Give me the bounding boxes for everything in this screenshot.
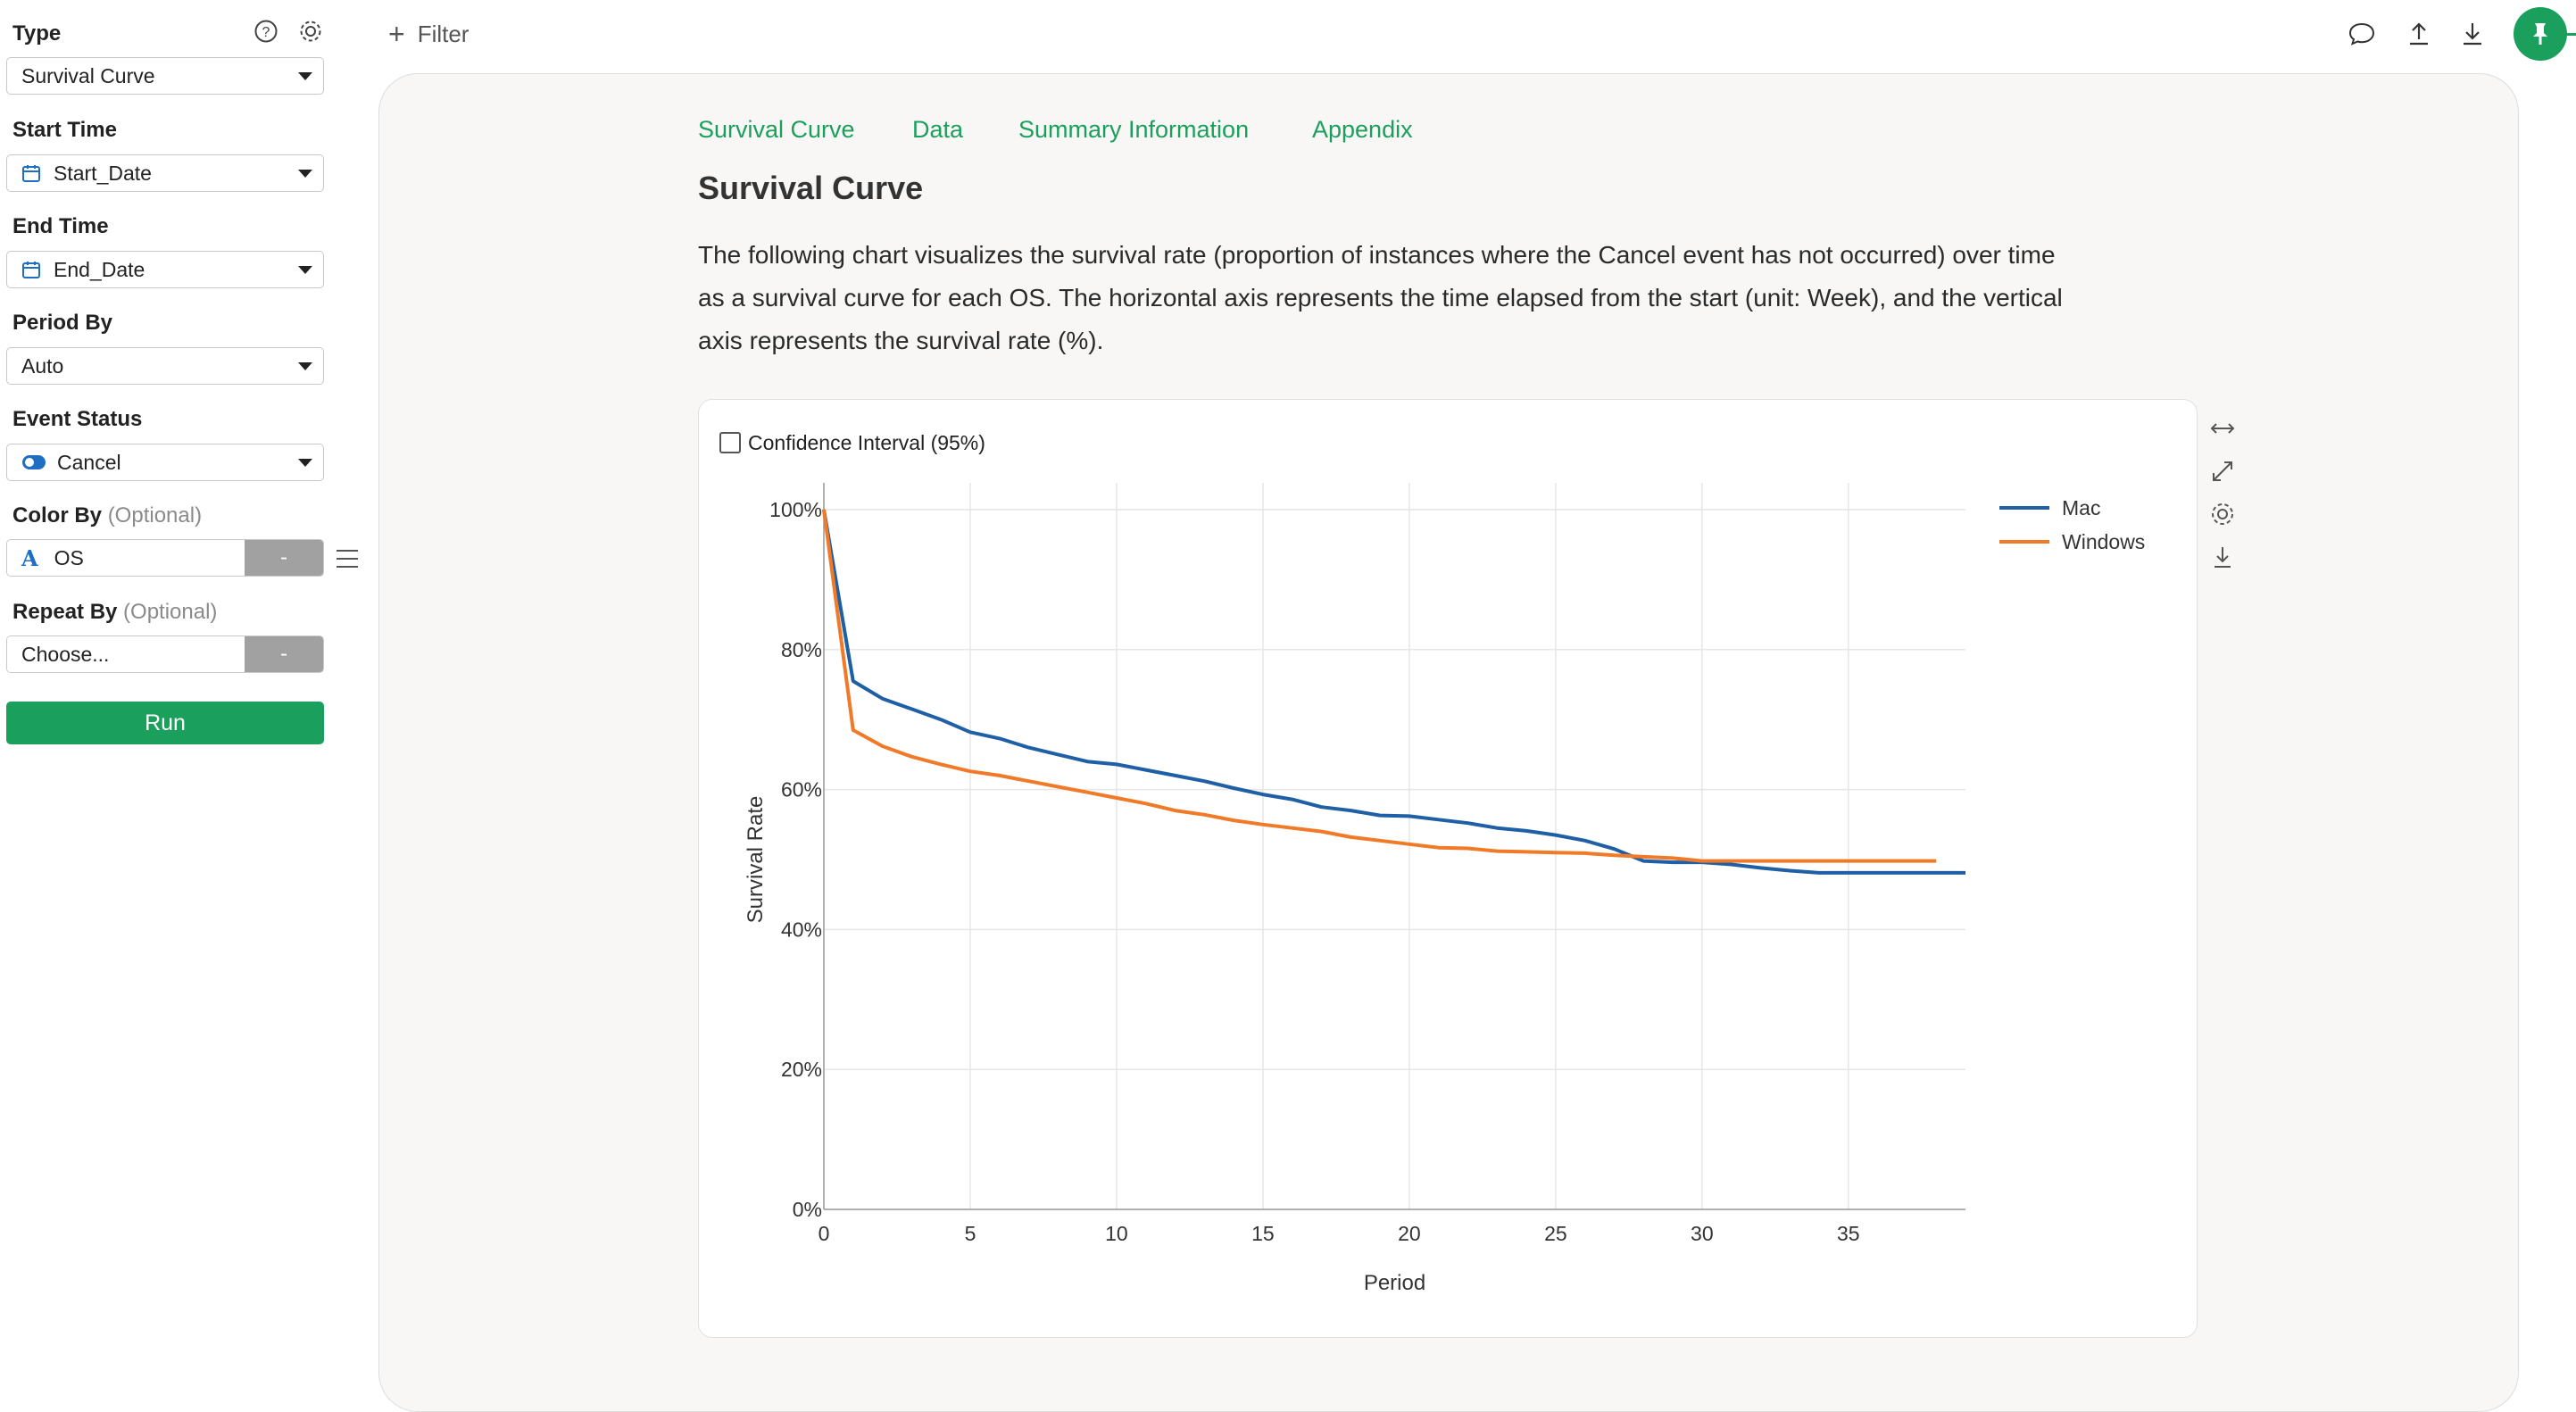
fullscreen-icon[interactable] (2208, 457, 2237, 486)
x-tick-label: 35 (1837, 1222, 1860, 1245)
gear-icon[interactable] (298, 19, 323, 44)
type-value: Survival Curve (21, 63, 155, 87)
chevron-down-icon (298, 265, 312, 274)
period-by-value: Auto (21, 353, 64, 378)
toggle-icon (22, 455, 46, 469)
repeat-by-label: Repeat By (Optional) (12, 600, 217, 625)
series-line-mac[interactable] (822, 509, 1965, 875)
chart-legend[interactable]: Mac Windows (1999, 496, 2145, 553)
event-status-value: Cancel (57, 450, 121, 474)
chevron-down-icon (298, 169, 312, 178)
type-label: Type (12, 21, 62, 46)
pin-connector (2564, 33, 2576, 36)
color-by-label: Color By (Optional) (12, 503, 202, 528)
repeat-by-field[interactable]: Choose... - (6, 635, 324, 673)
end-time-value: End_Date (54, 257, 145, 281)
repeat-by-label-text: Repeat By (12, 600, 118, 624)
y-axis-label: Survival Rate (744, 796, 768, 924)
color-by-value: OS (54, 545, 84, 569)
download-icon[interactable] (2458, 20, 2487, 48)
end-time-label: End Time (12, 214, 109, 238)
chevron-down-icon (298, 458, 312, 467)
start-time-label: Start Time (12, 118, 117, 142)
x-tick-label: 0 (819, 1222, 830, 1245)
chevron-down-icon (298, 361, 312, 370)
period-by-select[interactable]: Auto (6, 347, 324, 385)
x-tick-label: 15 (1251, 1222, 1275, 1245)
color-by-field[interactable]: A OS - (6, 539, 324, 577)
settings-icon[interactable] (2208, 500, 2237, 528)
x-tick-label: 25 (1544, 1222, 1567, 1245)
y-tick-label: 40% (781, 918, 822, 941)
legend-label[interactable]: Windows (2062, 530, 2145, 553)
type-select[interactable]: Survival Curve (6, 57, 324, 95)
svg-text:?: ? (262, 25, 270, 40)
color-by-label-text: Color By (12, 503, 103, 527)
x-tick-label: 10 (1105, 1222, 1128, 1245)
legend-label[interactable]: Mac (2062, 496, 2100, 519)
chart-card (698, 399, 2198, 1338)
text-type-icon: A (21, 544, 38, 571)
color-by-select[interactable]: A OS (7, 540, 245, 576)
description-line-1: The following chart visualizes the survi… (698, 241, 2056, 269)
description-line-2: as a survival curve for each OS. The hor… (698, 284, 2063, 311)
plus-icon: + (388, 18, 405, 50)
confidence-interval-label: Confidence Interval (95%) (748, 431, 985, 454)
event-status-label: Event Status (12, 407, 143, 431)
repeat-by-value: Choose... (21, 642, 110, 666)
tab-summary-information[interactable]: Summary Information (1018, 116, 1250, 143)
calendar-icon (22, 262, 40, 278)
section-title: Survival Curve (698, 170, 924, 206)
y-tick-label: 100% (769, 498, 822, 521)
expand-horizontal-icon[interactable] (2208, 414, 2237, 443)
run-button[interactable]: Run (6, 702, 324, 744)
menu-icon[interactable] (336, 548, 359, 569)
comment-icon[interactable] (2347, 20, 2376, 48)
y-tick-label: 0% (793, 1198, 822, 1221)
upload-icon[interactable] (2405, 20, 2433, 48)
chart-series (822, 509, 1965, 875)
period-by-label: Period By (12, 311, 113, 335)
y-tick-label: 20% (781, 1058, 822, 1081)
color-by-optional: (Optional) (107, 503, 203, 527)
calendar-icon (22, 165, 40, 182)
chart-grid (823, 483, 1965, 1210)
description-line-3: axis represents the survival rate (%). (698, 327, 1104, 354)
help-icon[interactable]: ? (253, 19, 278, 44)
event-status-select[interactable]: Cancel (6, 444, 324, 481)
end-time-select[interactable]: End_Date (6, 251, 324, 288)
series-line-windows[interactable] (822, 509, 1937, 863)
x-axis-label: Period (1364, 1271, 1425, 1295)
confidence-interval-checkbox[interactable] (719, 432, 741, 453)
tab-data[interactable]: Data (912, 116, 964, 143)
tab-appendix[interactable]: Appendix (1312, 116, 1413, 143)
start-time-value: Start_Date (54, 161, 152, 185)
pin-icon (2533, 23, 2547, 45)
sidebar: Type ? Survival Curve Start Time Start_D… (0, 0, 358, 1367)
x-tick-label: 5 (965, 1222, 976, 1245)
repeat-by-select[interactable]: Choose... (7, 636, 245, 672)
chart-axes: 0 5 10 15 20 25 30 35 0% 20% 40% 60% 80% 100% (769, 483, 1965, 1245)
repeat-by-optional: (Optional) (123, 600, 218, 624)
start-time-select[interactable]: Start_Date (6, 154, 324, 192)
x-tick-label: 20 (1398, 1222, 1421, 1245)
color-by-clear-button[interactable]: - (245, 540, 323, 576)
tab-survival-curve[interactable]: Survival Curve (698, 116, 855, 143)
y-tick-label: 80% (781, 638, 822, 661)
download-chart-icon[interactable] (2208, 543, 2237, 571)
pin-button[interactable] (2514, 7, 2567, 61)
filter-button[interactable]: + Filter (388, 20, 469, 48)
x-tick-label: 30 (1691, 1222, 1714, 1245)
repeat-by-clear-button[interactable]: - (245, 636, 323, 672)
survival-chart: 0 5 10 15 20 25 30 35 0% 20% 40% 60% 80% 100% Mac Wind… (744, 483, 2145, 1295)
chevron-down-icon (298, 71, 312, 80)
y-tick-label: 60% (781, 778, 822, 802)
filter-label: Filter (417, 20, 469, 47)
